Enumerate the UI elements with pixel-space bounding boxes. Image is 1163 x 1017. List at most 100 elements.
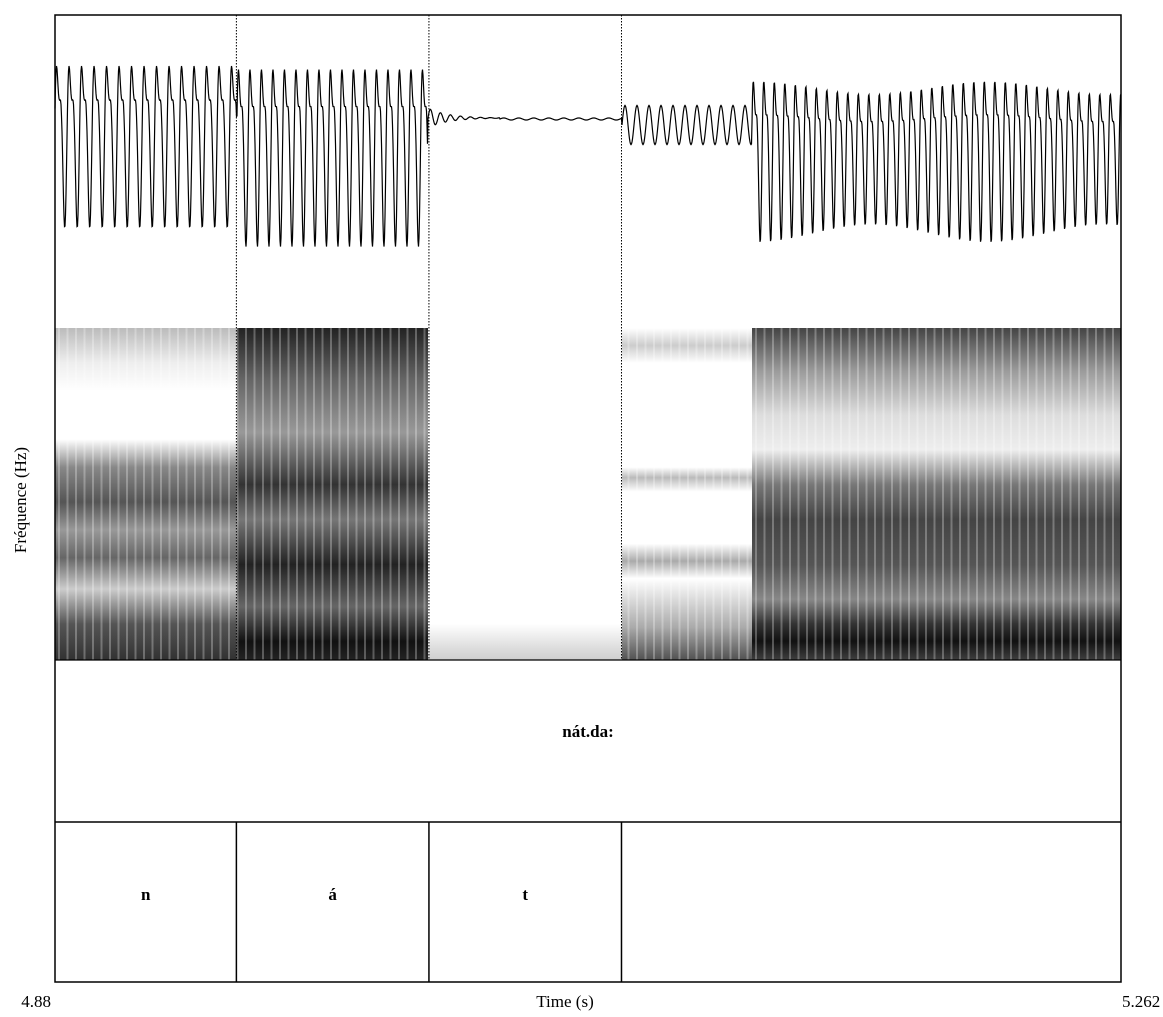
striation <box>262 328 264 660</box>
striation <box>763 328 766 660</box>
striation <box>245 328 247 660</box>
striation <box>1086 328 1089 660</box>
striation <box>100 328 103 660</box>
striation <box>117 328 120 660</box>
striation <box>168 328 171 660</box>
striation <box>891 328 893 660</box>
striation <box>185 328 188 660</box>
striation <box>814 328 817 660</box>
y-axis-label: Fréquence (Hz) <box>11 447 30 553</box>
striation <box>83 328 86 660</box>
striation <box>406 328 409 660</box>
striation <box>228 328 230 660</box>
striation <box>321 328 324 660</box>
interval-label: t <box>522 885 528 904</box>
striation <box>364 328 366 660</box>
striation <box>423 328 426 660</box>
striation <box>389 328 392 660</box>
striation <box>202 328 205 660</box>
striation <box>338 328 341 660</box>
striation <box>942 328 944 660</box>
striation <box>296 328 298 660</box>
striation <box>313 328 315 660</box>
striation <box>712 328 715 660</box>
striation <box>746 328 749 660</box>
striation <box>109 328 111 660</box>
striation <box>1103 328 1106 660</box>
striation <box>381 328 383 660</box>
striation <box>636 328 638 660</box>
striation <box>194 328 196 660</box>
striation <box>925 328 927 660</box>
striation <box>287 328 290 660</box>
striation <box>755 328 757 660</box>
striation <box>160 328 162 660</box>
striation <box>1035 328 1038 660</box>
striation <box>857 328 859 660</box>
striation <box>797 328 800 660</box>
striation <box>789 328 791 660</box>
striation <box>398 328 400 660</box>
striation <box>644 328 647 660</box>
striation <box>670 328 672 660</box>
striation <box>347 328 349 660</box>
interval-label: n <box>141 885 151 904</box>
interval-label: á <box>328 885 337 904</box>
striation <box>823 328 825 660</box>
striation <box>1044 328 1046 660</box>
striation <box>219 328 222 660</box>
striation <box>66 328 69 660</box>
x-tick-label: 5.262 <box>1122 992 1160 1011</box>
striation <box>976 328 978 660</box>
striation <box>134 328 137 660</box>
x-tick-label: 4.88 <box>21 992 51 1011</box>
striation <box>415 328 417 660</box>
striation <box>279 328 281 660</box>
x-axis-label: Time (s) <box>536 992 593 1011</box>
striation <box>151 328 154 660</box>
striation <box>967 328 970 660</box>
striation <box>933 328 936 660</box>
striation <box>738 328 740 660</box>
striation <box>1018 328 1021 660</box>
striation <box>1001 328 1004 660</box>
striation <box>831 328 834 660</box>
tier-area <box>55 660 1121 982</box>
striation <box>1052 328 1055 660</box>
striation <box>126 328 128 660</box>
striation <box>984 328 987 660</box>
spectrogram <box>55 328 1123 676</box>
striation <box>780 328 783 660</box>
striation <box>950 328 953 660</box>
striation <box>1078 328 1080 660</box>
striation <box>865 328 868 660</box>
striation <box>695 328 698 660</box>
striation <box>58 328 60 660</box>
striation <box>806 328 808 660</box>
interval-label: nát.da: <box>562 722 613 741</box>
striation <box>840 328 842 660</box>
striation <box>729 328 732 660</box>
striation <box>177 328 179 660</box>
striation <box>874 328 876 660</box>
striation <box>1069 328 1072 660</box>
striation <box>678 328 681 660</box>
striation <box>211 328 213 660</box>
striation <box>372 328 375 660</box>
striation <box>721 328 723 660</box>
striation <box>270 328 273 660</box>
striation <box>993 328 995 660</box>
striation <box>304 328 307 660</box>
striation <box>653 328 655 660</box>
striation <box>772 328 774 660</box>
striation <box>355 328 358 660</box>
striation <box>236 328 239 660</box>
striation <box>627 328 630 660</box>
striation <box>1061 328 1063 660</box>
striation <box>899 328 902 660</box>
striation <box>1010 328 1012 660</box>
striation <box>1027 328 1029 660</box>
striation <box>92 328 94 660</box>
striation <box>882 328 885 660</box>
striation <box>916 328 919 660</box>
